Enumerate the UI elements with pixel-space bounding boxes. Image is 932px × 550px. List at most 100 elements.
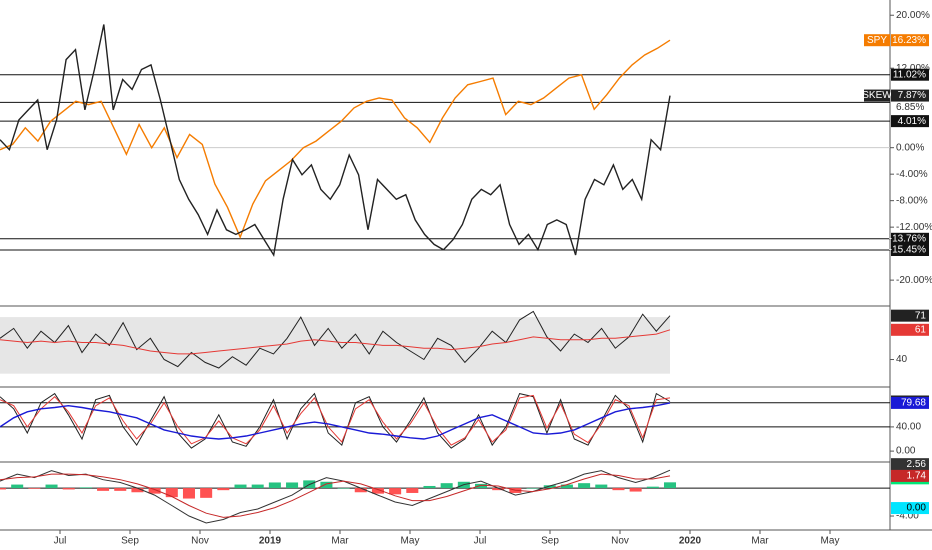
y-tick-label: 0.00%	[896, 142, 924, 153]
y-tick-label: 40.00	[896, 422, 921, 433]
histogram-bar	[354, 488, 367, 493]
histogram-bar	[595, 484, 608, 489]
x-tick-label: Jul	[474, 536, 487, 547]
y-tick-label: -4.00	[896, 511, 919, 522]
level-tag-text: 4.01%	[898, 116, 926, 127]
histogram-bar	[612, 488, 625, 491]
price-tag-text: 61	[915, 324, 927, 335]
histogram-bar	[251, 484, 264, 489]
price-tag	[891, 89, 929, 102]
histogram-bar	[423, 485, 436, 489]
x-tick-label: 2020	[679, 536, 702, 547]
series-name: SKEW	[862, 90, 892, 101]
histogram-bar	[389, 488, 402, 495]
x-tick-label: Jul	[54, 536, 67, 547]
x-tick-label: Nov	[191, 536, 209, 547]
y-tick-label: 12.00%	[896, 63, 930, 74]
x-tick-label: Nov	[611, 536, 629, 547]
histogram-bar	[337, 488, 350, 489]
series-line	[0, 39, 671, 239]
series-line	[0, 310, 671, 369]
level-tag	[891, 244, 929, 256]
price-tag	[864, 89, 890, 102]
y-tick-label: -8.00%	[896, 195, 928, 206]
price-tag	[891, 469, 929, 482]
histogram-bar	[475, 483, 488, 489]
histogram-bar	[200, 488, 213, 498]
histogram-bar	[97, 488, 110, 491]
histogram-bar	[62, 488, 75, 490]
y-tick-label: -4.00%	[896, 169, 928, 180]
histogram-bar	[79, 487, 92, 489]
histogram-bar	[663, 482, 677, 489]
x-tick-label: 2019	[259, 536, 282, 547]
histogram-bar	[268, 482, 281, 489]
x-tick-label: May	[401, 536, 420, 547]
series-line	[0, 469, 671, 524]
price-tag	[891, 458, 929, 471]
price-tag	[891, 396, 929, 409]
x-tick-label: May	[821, 536, 840, 547]
level-tag	[891, 115, 929, 128]
histogram-bar	[286, 482, 299, 489]
histogram-bar	[182, 488, 195, 499]
y-tick-label: 0.00	[896, 446, 916, 457]
y-tick-label: 20.00%	[896, 10, 930, 21]
series-line	[0, 392, 671, 449]
histogram-bar	[406, 488, 419, 493]
histogram-bar	[0, 488, 7, 490]
price-tag-text: 1.74	[907, 471, 927, 482]
series-line	[0, 24, 671, 257]
level-tag-text: 0.00	[907, 503, 927, 514]
band	[0, 317, 670, 374]
histogram-bar	[629, 488, 642, 492]
price-tag	[891, 309, 929, 322]
histogram-bar	[320, 481, 333, 489]
level-label: 6.85%	[896, 102, 924, 113]
series-name: SPY	[867, 35, 887, 46]
series-line	[0, 473, 671, 518]
histogram-bar	[526, 488, 539, 489]
histogram-bar	[131, 488, 144, 493]
histogram-bar	[492, 488, 505, 491]
series-line	[0, 394, 671, 446]
series-line	[0, 329, 671, 355]
series-line	[0, 402, 671, 440]
level-tag-text: 11.02%	[893, 69, 926, 80]
level-tag	[891, 68, 929, 81]
price-tag-text: 79.68	[901, 398, 926, 409]
x-tick-label: Mar	[751, 536, 769, 547]
histogram-bar	[45, 484, 58, 489]
price-tag-text: 16.23%	[892, 35, 926, 46]
price-tag-text: 71	[915, 310, 927, 321]
histogram-bar	[11, 484, 24, 489]
histogram-bar	[217, 488, 230, 491]
y-tick-label: -20.00%	[896, 275, 932, 286]
price-tag-text: 2.56	[907, 459, 927, 470]
level-tag-text: -15.45%	[889, 245, 926, 256]
histogram-bar	[148, 488, 161, 494]
level-tag	[891, 502, 929, 515]
histogram-bar	[114, 488, 127, 491]
x-tick-label: Sep	[541, 536, 559, 547]
price-tag	[891, 323, 929, 336]
histogram-bar	[371, 488, 384, 494]
histogram-bar	[646, 486, 659, 489]
x-tick-label: Mar	[331, 536, 349, 547]
level-tag-text: -13.76%	[889, 233, 926, 244]
histogram-bar	[165, 488, 178, 498]
histogram-bar	[578, 483, 591, 489]
histogram-bar	[560, 484, 573, 489]
histogram-bar	[28, 488, 41, 489]
price-tag	[864, 34, 890, 47]
histogram-bar	[543, 485, 556, 489]
x-tick-label: Sep	[121, 536, 139, 547]
level-tag	[891, 232, 929, 245]
histogram-bar	[440, 483, 453, 489]
y-tick-label: -12.00%	[896, 222, 932, 233]
price-tag-text: 7.87%	[898, 90, 926, 101]
y-tick-label: 40	[896, 354, 908, 365]
histogram-bar	[234, 484, 247, 489]
